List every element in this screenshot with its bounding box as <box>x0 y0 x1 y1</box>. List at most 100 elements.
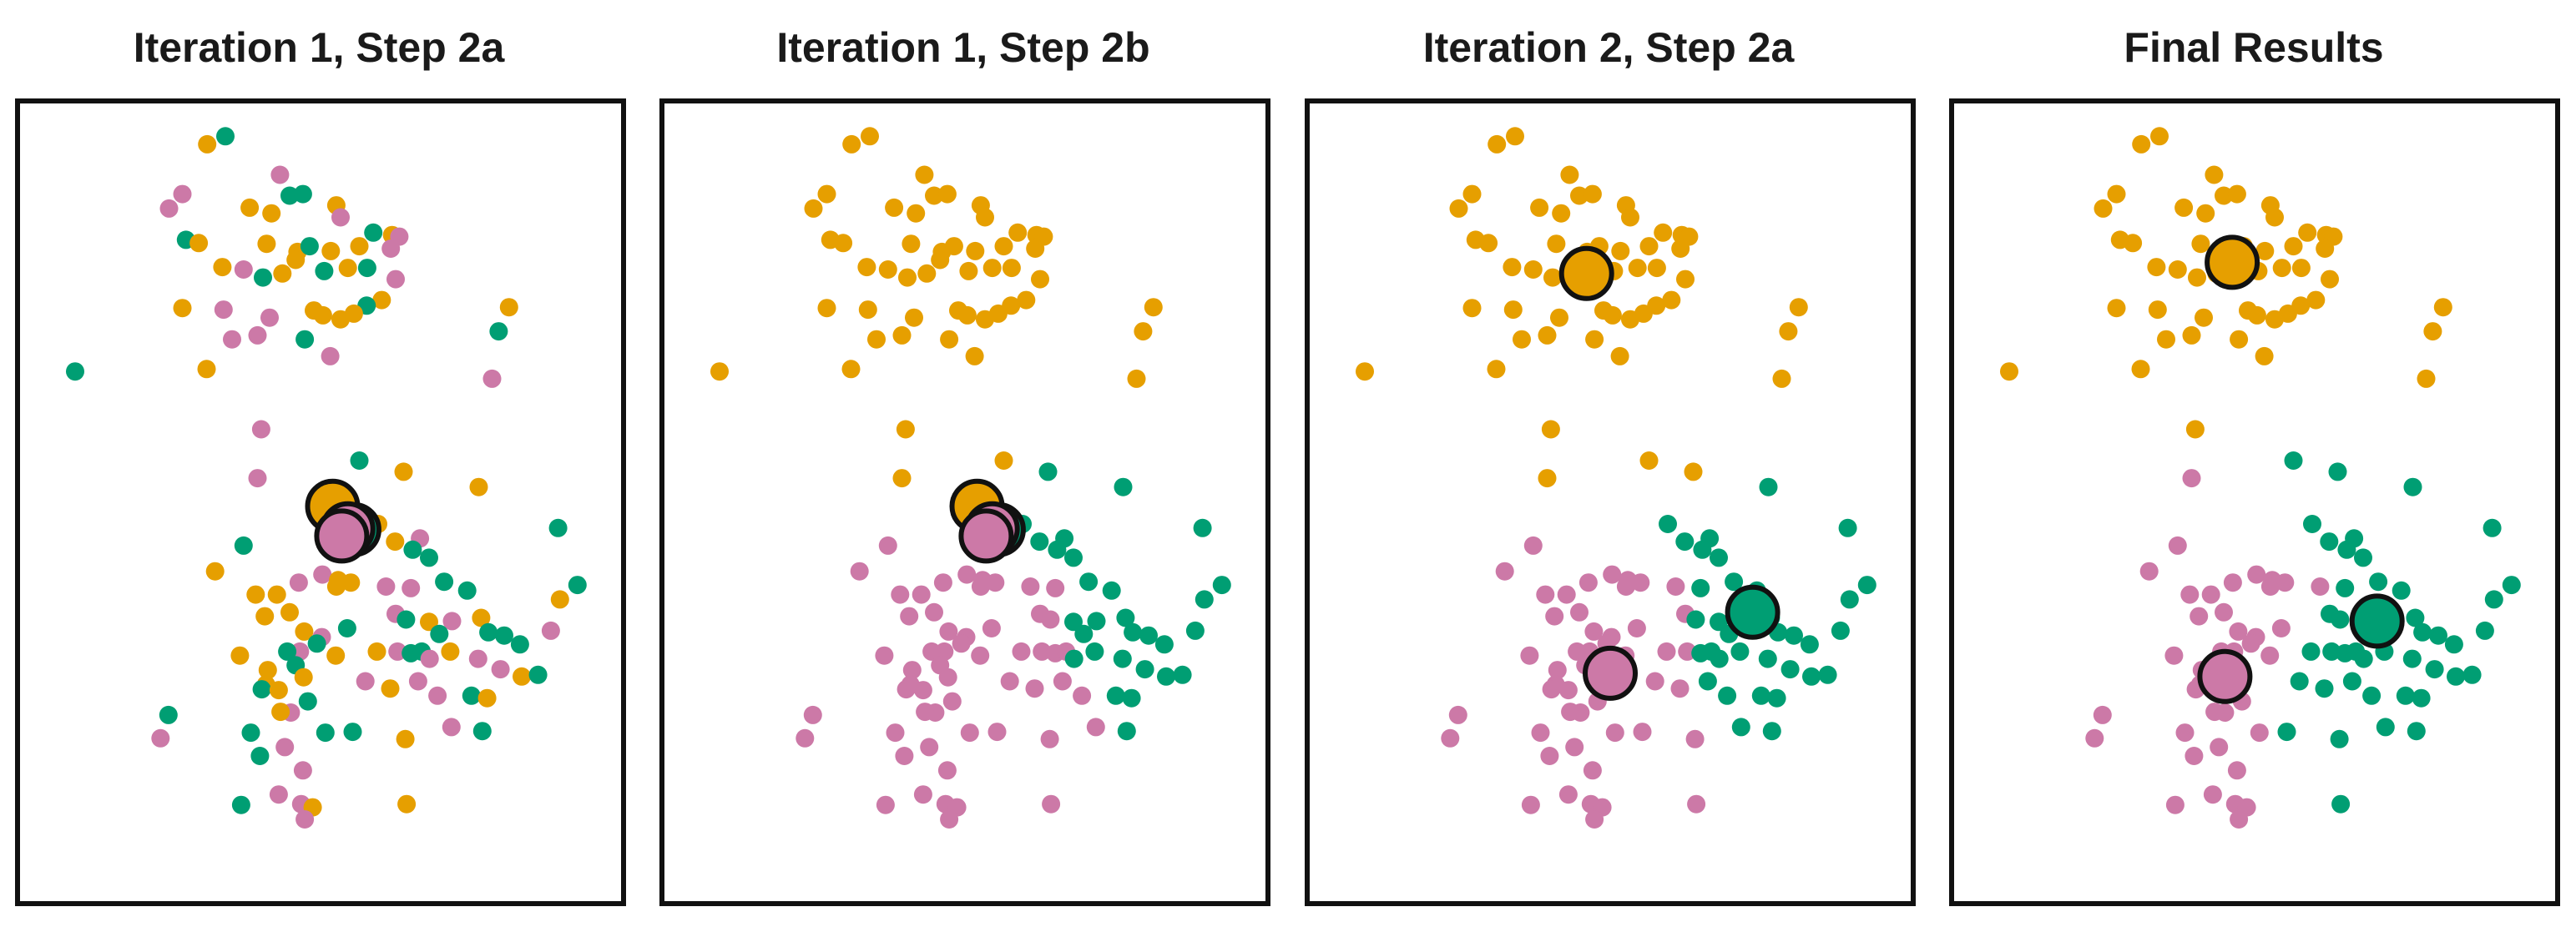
data-point-orange <box>842 134 861 154</box>
data-point-green <box>298 692 317 711</box>
data-point-pink <box>151 728 170 748</box>
data-point-orange <box>965 346 984 365</box>
data-point-pink <box>1040 729 1059 748</box>
data-point-green <box>2462 665 2482 684</box>
data-point-pink <box>2275 573 2295 592</box>
data-point-orange <box>2321 270 2339 289</box>
data-point-green <box>1710 548 1728 567</box>
data-point-green <box>1767 688 1786 708</box>
data-point-orange <box>2094 199 2113 218</box>
data-point-green <box>548 518 568 537</box>
data-point-green <box>2328 462 2347 481</box>
data-point-green <box>1064 548 1083 567</box>
data-point-orange <box>917 264 937 283</box>
data-point-green <box>2412 688 2431 708</box>
data-point-green <box>1818 665 1837 684</box>
data-point-green <box>2413 622 2432 642</box>
data-point-green <box>1102 581 1121 600</box>
data-point-orange <box>2215 186 2233 205</box>
data-point-orange <box>1789 298 1808 317</box>
data-point-orange <box>994 451 1013 470</box>
data-point-pink <box>1603 565 1622 584</box>
data-point-pink <box>408 672 427 691</box>
data-point-pink <box>920 738 939 757</box>
data-point-pink <box>289 573 308 592</box>
data-point-green <box>1693 540 1712 559</box>
scatter-panel-1 <box>15 98 626 906</box>
data-point-orange <box>1676 270 1695 289</box>
data-point-pink <box>1033 642 1052 661</box>
data-point-orange <box>386 532 405 552</box>
data-point-orange <box>898 268 917 287</box>
data-point-orange <box>2227 184 2246 204</box>
data-point-orange <box>396 729 415 748</box>
data-point-pink <box>886 723 905 743</box>
data-point-green <box>1074 624 1094 643</box>
data-point-orange <box>2000 362 2018 381</box>
data-point-green <box>495 626 513 645</box>
data-point-orange <box>944 237 963 256</box>
data-point-orange <box>2147 258 2166 277</box>
data-point-pink <box>248 325 267 345</box>
data-point-orange <box>1144 298 1163 317</box>
data-point-orange <box>1356 362 1374 381</box>
data-point-orange <box>1538 325 1557 345</box>
panel-title-4: Final Results <box>2124 24 2384 71</box>
data-point-pink <box>2205 703 2225 722</box>
data-point-green <box>1212 576 1231 595</box>
data-point-orange <box>313 305 332 325</box>
data-point-orange <box>2255 241 2275 260</box>
data-point-pink <box>1545 607 1564 626</box>
data-point-pink <box>1558 681 1578 700</box>
data-point-pink <box>1086 718 1105 737</box>
data-point-pink <box>937 761 957 780</box>
data-point-pink <box>223 330 241 349</box>
data-point-pink <box>2185 747 2204 765</box>
data-point-pink <box>2139 562 2159 581</box>
data-point-orange <box>2182 325 2201 345</box>
data-point-pink <box>1523 536 1543 555</box>
data-point-green <box>1785 626 1803 645</box>
data-point-orange <box>295 622 314 641</box>
data-point-pink <box>878 536 897 555</box>
centroid-pink <box>2197 648 2253 704</box>
data-point-green <box>2342 672 2361 691</box>
data-point-orange <box>2195 308 2213 327</box>
data-point-green <box>2354 548 2372 567</box>
data-point-orange <box>915 165 934 184</box>
data-point-pink <box>1540 747 1559 765</box>
data-point-orange <box>2107 299 2126 318</box>
data-point-green <box>1064 612 1083 632</box>
data-point-orange <box>937 184 957 204</box>
data-point-green <box>2303 515 2321 533</box>
data-point-orange <box>2168 260 2187 279</box>
data-point-orange <box>966 241 985 260</box>
data-point-orange <box>2417 369 2436 388</box>
data-point-green <box>489 322 508 341</box>
data-point-green <box>1659 515 1677 533</box>
data-point-green <box>1691 578 1710 597</box>
data-point-green <box>1173 665 1192 684</box>
data-point-orange <box>1547 234 1566 254</box>
data-point-orange <box>198 134 217 154</box>
centroid-pink <box>1583 645 1638 701</box>
data-point-pink <box>1536 585 1555 604</box>
data-point-green <box>1154 635 1174 654</box>
data-point-pink <box>2168 536 2187 555</box>
data-point-orange <box>2188 268 2206 287</box>
data-point-pink <box>1570 602 1589 622</box>
data-point-orange <box>1772 369 1791 388</box>
data-point-pink <box>2182 469 2201 488</box>
data-point-pink <box>1670 679 1690 698</box>
data-point-orange <box>1002 259 1021 278</box>
data-point-orange <box>1543 268 1562 287</box>
scatter-panel-2 <box>659 98 1270 906</box>
data-point-pink <box>1531 723 1550 743</box>
data-point-green <box>2376 718 2395 737</box>
data-point-green <box>2337 540 2356 559</box>
data-point-green <box>1751 686 1770 705</box>
data-point-green <box>254 268 272 287</box>
data-point-green <box>1710 612 1728 632</box>
data-point-orange <box>1603 305 1622 325</box>
data-point-pink <box>2247 565 2266 584</box>
